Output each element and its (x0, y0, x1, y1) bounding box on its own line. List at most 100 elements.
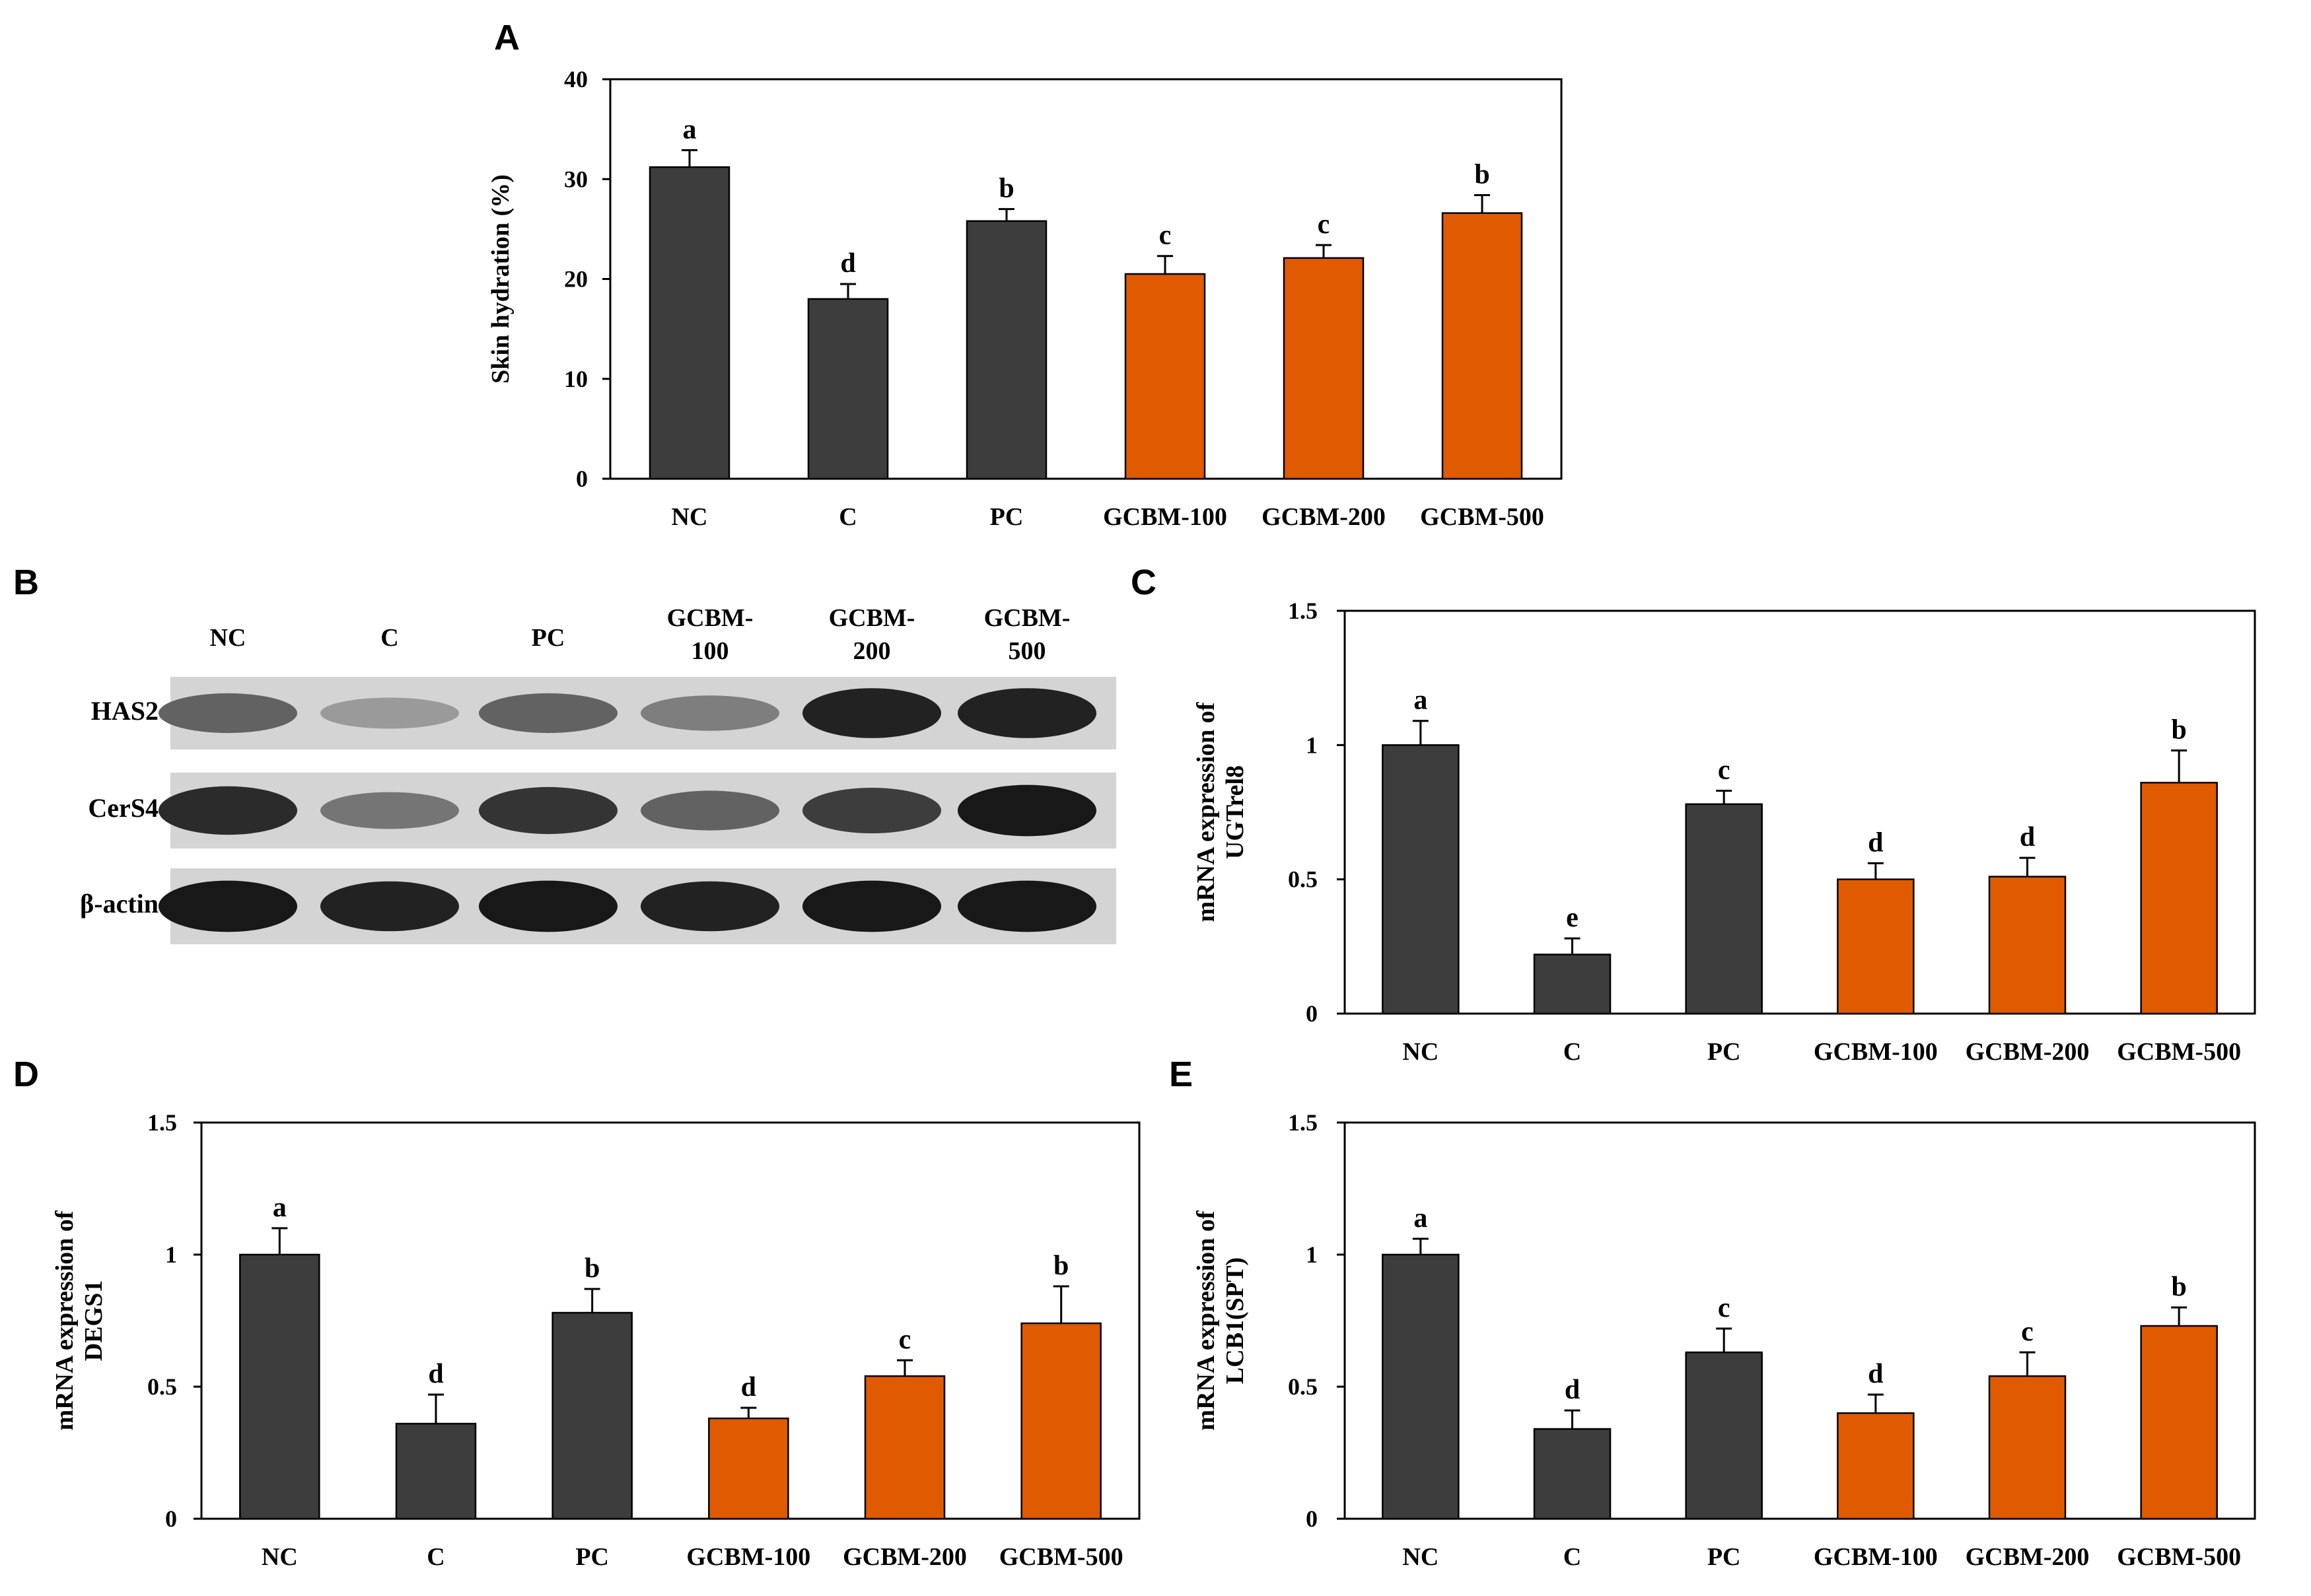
category-label: C (1563, 1543, 1581, 1571)
bar-gcbm-500 (2140, 782, 2218, 1015)
y-tick-label: 40 (564, 66, 588, 92)
blot-lane-label: PC (532, 624, 565, 652)
significance-letter: c (1718, 755, 1730, 785)
category-label: GCBM-200 (843, 1543, 967, 1571)
y-tick-label: 1.5 (1288, 598, 1318, 624)
category-label: PC (1707, 1038, 1741, 1066)
significance-letter: e (1566, 903, 1579, 933)
bar-nc (239, 1253, 320, 1520)
bar-gcbm-100 (1124, 273, 1206, 480)
significance-letter: a (273, 1193, 287, 1223)
y-axis-label-line1: mRNA expression of (1192, 1210, 1220, 1430)
blot-band (802, 688, 941, 738)
significance-letter: b (585, 1253, 600, 1284)
category-label: GCBM-500 (1420, 503, 1544, 531)
bar-gcbm-200 (864, 1375, 946, 1520)
significance-letter: c (2021, 1317, 2034, 1347)
significance-letter: d (1868, 1359, 1883, 1389)
y-tick-label: 1.5 (1288, 1109, 1318, 1136)
bar-c (395, 1422, 477, 1520)
y-tick-label: 1 (1306, 1241, 1318, 1268)
panel-letter-c: C (1131, 563, 1156, 602)
significance-letter: d (1868, 827, 1883, 858)
blot-lane-label: GCBM- (829, 604, 915, 632)
blot-lane-label-line2: 100 (692, 637, 729, 665)
bar-gcbm-200 (1988, 876, 2067, 1015)
blot-band (479, 786, 618, 835)
y-tick-label: 30 (564, 166, 588, 192)
category-label: PC (575, 1543, 609, 1571)
significance-letter: a (683, 114, 697, 145)
bar-pc (551, 1311, 633, 1520)
blot-band (479, 880, 618, 932)
category-label: GCBM-100 (1103, 503, 1227, 531)
blot-band (479, 693, 618, 734)
y-tick-label: 1 (165, 1241, 177, 1268)
y-tick-label: 0.5 (1288, 1373, 1318, 1400)
category-label: GCBM-500 (2117, 1543, 2241, 1571)
bar-pc (1685, 803, 1763, 1015)
blot-band (159, 880, 297, 932)
blot-band (320, 697, 459, 729)
category-label: C (427, 1543, 444, 1571)
bar-gcbm-100 (1837, 878, 1915, 1015)
chart-ugtrel8: 0 0.5 1 1.5 mRNA expression of UGTrel8 a NC e Cc P… (1192, 598, 2256, 1066)
significance-letter: a (1413, 685, 1427, 716)
panel-letter-b: B (13, 563, 39, 602)
bar-gcbm-500 (2140, 1325, 2218, 1520)
bar-nc (649, 166, 730, 480)
significance-letter: c (899, 1325, 911, 1355)
y-axis-label: Skin hydration (%) (487, 174, 515, 384)
y-axis-label-line2: DEGS1 (80, 1280, 108, 1361)
blot-protein-label: CerS4 (88, 793, 159, 823)
blot-lane-label: C (380, 624, 398, 652)
y-tick-label: 0 (165, 1506, 177, 1532)
significance-letter: c (1718, 1293, 1730, 1323)
bar-gcbm-200 (1283, 257, 1365, 480)
plot-frame (1343, 1121, 2256, 1520)
blot-lane-label-line2: 200 (853, 637, 891, 665)
significance-letter: b (2171, 714, 2186, 745)
bar-c (807, 298, 889, 480)
significance-letter: d (428, 1359, 443, 1389)
blot-lane-label: GCBM- (667, 604, 754, 632)
category-label: C (839, 503, 857, 531)
blot-band (320, 881, 459, 932)
blot-band (958, 784, 1096, 837)
y-axis-label-line2: LCB1(SPT) (1221, 1257, 1249, 1384)
y-tick-label: 20 (564, 266, 588, 293)
significance-letter: c (1318, 209, 1330, 240)
blot-band (958, 688, 1096, 738)
category-label: NC (262, 1543, 298, 1571)
category-label: GCBM-500 (999, 1543, 1123, 1571)
y-tick-label: 0 (1306, 1000, 1318, 1027)
bar-c (1533, 1428, 1612, 1520)
blot-lane-label-line2: 500 (1009, 637, 1046, 665)
blot-band (802, 880, 941, 932)
panel-letter-a: A (494, 18, 520, 57)
bar-c (1533, 954, 1612, 1015)
blot-protein-label: β-actin (80, 889, 159, 919)
y-tick-label: 1 (1306, 732, 1318, 758)
y-tick-label: 0 (576, 466, 588, 492)
blot-lane-label: GCBM- (984, 604, 1071, 632)
category-label: C (1563, 1038, 1581, 1066)
y-tick-label: 0.5 (147, 1373, 177, 1400)
plot-frame (609, 78, 1563, 480)
bar-pc (1685, 1351, 1763, 1520)
y-tick-label: 1.5 (147, 1109, 177, 1136)
blot-band (641, 881, 779, 932)
blot-protein-label: HAS2 (91, 696, 159, 726)
bar-gcbm-100 (708, 1417, 789, 1520)
bar-nc (1382, 1253, 1460, 1520)
blot-band (958, 880, 1096, 932)
panel-letter-e: E (1169, 1055, 1193, 1094)
y-tick-label: 0.5 (1288, 866, 1318, 893)
bar-gcbm-500 (1020, 1322, 1102, 1520)
category-label: PC (990, 503, 1024, 531)
panel-letter-d: D (13, 1055, 39, 1094)
category-label: GCBM-100 (1814, 1038, 1938, 1066)
significance-letter: a (1413, 1203, 1427, 1233)
category-label: GCBM-200 (1966, 1038, 2090, 1066)
significance-letter: d (1565, 1375, 1580, 1405)
